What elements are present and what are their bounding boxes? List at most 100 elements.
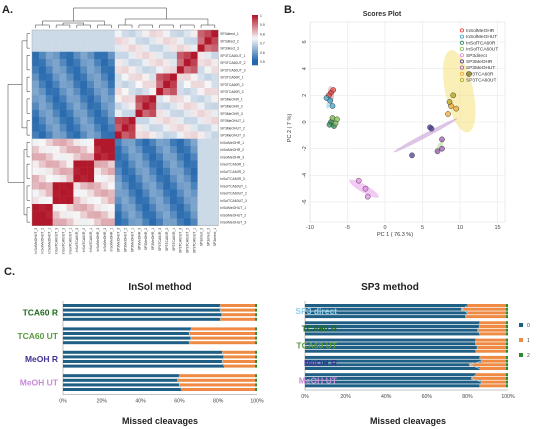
dendrogram-link — [35, 24, 50, 28]
heatmap-cell — [149, 44, 157, 52]
heatmap-cell — [87, 153, 95, 161]
pca-scores-plot: Scores Plot -10 -5 0 5 10 15 -6 -4 -2 0 2 4 6 PC 1 (… — [287, 11, 506, 238]
heatmap-cell — [52, 117, 60, 125]
legend-label: 2 — [527, 353, 530, 359]
pca-point — [439, 145, 445, 152]
colorbar-swatch — [252, 35, 258, 37]
heatmap-cell — [190, 117, 198, 125]
heatmap-cell — [135, 73, 143, 81]
heatmap-cell — [114, 109, 122, 118]
heatmap-cell — [211, 218, 219, 226]
heatmap-cell — [211, 109, 219, 118]
heatmap-cell — [45, 80, 53, 89]
heatmap-column-label: InSolTCA60R_1 — [89, 228, 93, 253]
heatmap-cell — [121, 80, 129, 89]
stacked-bar-segment-0 — [63, 317, 221, 321]
heatmap-cell — [211, 211, 219, 219]
stacked-bar-segment-1 — [481, 359, 506, 363]
heatmap-cell — [197, 80, 205, 89]
pca-x-tick-label: -10 — [306, 225, 314, 231]
stacked-bar-trend-line — [475, 340, 478, 352]
heatmap-cell — [80, 204, 88, 212]
heatmap-cell — [66, 124, 74, 132]
pca-point — [334, 116, 340, 123]
pca-point — [326, 121, 333, 128]
heatmap-cell — [107, 109, 115, 118]
dendrogram-link — [118, 24, 133, 28]
heatmap-cell — [101, 30, 109, 38]
heatmap-column-label: SP3direct_2 — [206, 228, 210, 247]
heatmap-cell — [197, 204, 205, 212]
heatmap-cell — [197, 131, 205, 139]
heatmap-cell — [204, 44, 212, 52]
stacked-bar-segment-0 — [63, 388, 182, 391]
heatmap-cell — [107, 138, 115, 147]
stacked-bar-segment-1 — [222, 350, 256, 354]
stacked-bar-segment-1 — [189, 332, 256, 335]
heatmap-cell — [32, 30, 40, 38]
heatmap-cell — [80, 124, 88, 132]
heatmap-cell — [176, 182, 184, 190]
heatmap-cell — [59, 73, 67, 81]
heatmap-cell — [87, 131, 95, 139]
stacked-bar-segment-0 — [305, 367, 480, 370]
heatmap-cell — [176, 37, 184, 45]
heatmap-cell — [135, 109, 143, 118]
heatmap-cell — [211, 102, 219, 110]
heatmap-cell — [128, 196, 136, 205]
heatmap-cell — [114, 66, 122, 74]
colorbar-swatch — [252, 21, 258, 23]
heatmap-cell — [94, 44, 102, 52]
pca-confidence-ellipse — [393, 118, 458, 153]
heatmap-cell — [176, 218, 184, 226]
heatmap-cell — [94, 189, 102, 197]
heatmap-cell — [45, 175, 53, 183]
heatmap-cell — [45, 37, 53, 45]
heatmap-cell — [142, 160, 150, 168]
heatmap-cell — [163, 189, 171, 197]
heatmap-row-label: InSolMeOHR_1 — [220, 141, 244, 145]
heatmap-cell — [156, 196, 164, 205]
pca-y-tick-label: -6 — [302, 200, 308, 205]
heatmap-cell — [38, 73, 46, 81]
heatmap-cell — [170, 218, 178, 226]
heatmap-cell — [211, 146, 219, 154]
heatmap-cell — [211, 95, 219, 103]
heatmap-cell — [197, 153, 205, 161]
heatmap-cell — [197, 117, 205, 125]
heatmap-cell — [156, 175, 164, 183]
heatmap-cell — [52, 102, 60, 110]
heatmap-cell — [204, 95, 212, 103]
heatmap-column-label: InSolTCA60R_3 — [75, 228, 79, 253]
heatmap-cell — [183, 175, 191, 183]
colorbar-swatch — [252, 16, 258, 18]
heatmap-cell — [38, 37, 46, 45]
heatmap-cell — [38, 44, 46, 52]
heatmap-cell — [204, 102, 212, 110]
stacked-bar-segment-0 — [63, 341, 190, 345]
heatmap-cell — [142, 211, 150, 219]
heatmap-cell — [190, 30, 198, 38]
heatmap-cell — [45, 44, 53, 52]
heatmap-cell — [211, 204, 219, 212]
heatmap-row-label: SP3direct_3 — [220, 47, 239, 51]
heatmap-cell — [170, 80, 178, 89]
heatmap-cell — [38, 66, 46, 74]
heatmap-cell — [197, 88, 205, 96]
heatmap-cell — [197, 146, 205, 154]
heatmap-cell — [101, 102, 109, 110]
heatmap-cell — [38, 124, 46, 132]
heatmap-column-label: SP3TCA60UT_3 — [179, 228, 183, 253]
heatmap-cell — [135, 196, 143, 205]
heatmap-cell — [45, 153, 53, 161]
stacked-bar-trend-line — [177, 375, 182, 390]
heatmap-cell — [87, 102, 95, 110]
heatmap-cell — [142, 109, 150, 118]
heatmap-cell — [176, 66, 184, 74]
heatmap-cell — [156, 167, 164, 176]
heatmap-cell — [149, 37, 157, 45]
colorbar-swatch — [252, 51, 258, 53]
dendrogram-link — [55, 24, 71, 28]
heatmap-cell — [176, 204, 184, 212]
heatmap-cell — [101, 182, 109, 190]
